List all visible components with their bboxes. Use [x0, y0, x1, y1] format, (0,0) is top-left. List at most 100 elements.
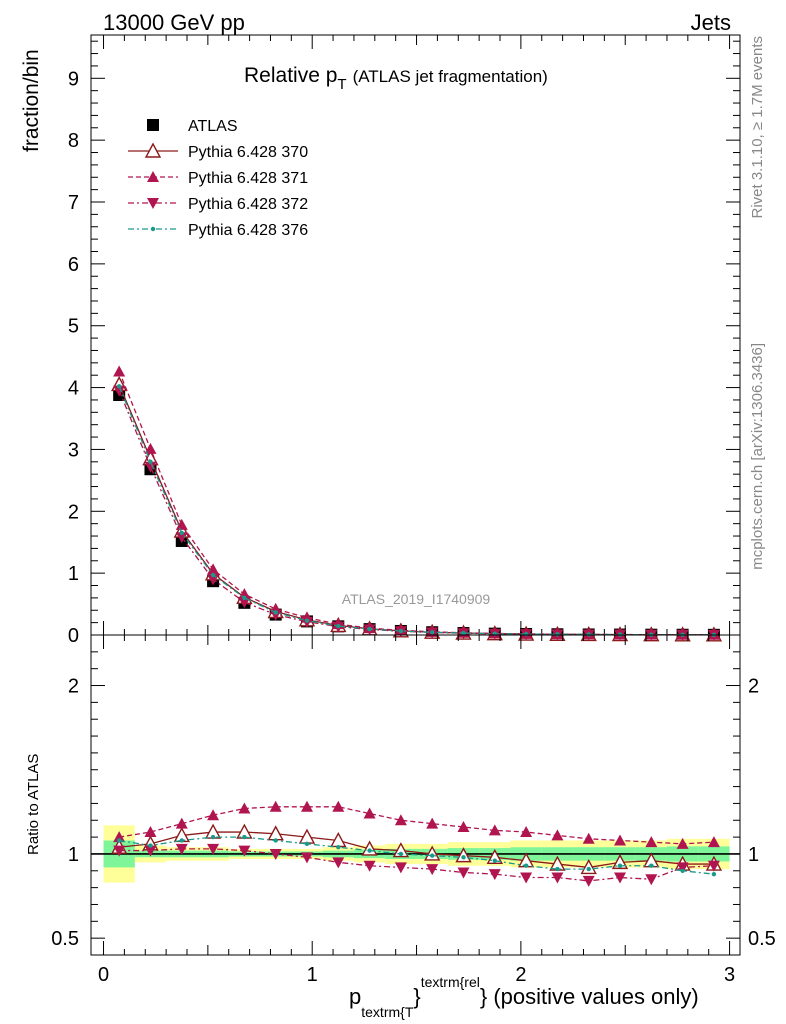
ratio-data-point [300, 852, 313, 864]
ratio-data-point [363, 807, 376, 819]
legend-item: ATLAS [147, 118, 238, 135]
ratio-frame [90, 634, 741, 956]
ratio-data-point [523, 863, 529, 868]
ratio-data-point [649, 863, 654, 868]
x-axis-label: ptextrm{T}textrm{rel} (positive values o… [349, 974, 699, 1020]
y-tick-label-5: 5 [68, 316, 79, 338]
y-tick-label-6: 6 [68, 254, 79, 276]
x-label-superscript: textrm{rel [421, 974, 480, 990]
ratio-data-point [617, 863, 623, 868]
ratio-data-point [113, 831, 126, 843]
legend-marker [147, 198, 159, 209]
ratio-data-point [457, 867, 470, 879]
data-point [175, 518, 188, 530]
legend-item: Pythia 6.428 371 [128, 170, 308, 187]
ratio-data-point [179, 838, 184, 843]
ratio-data-point [238, 802, 251, 814]
ratio-data-point [551, 829, 564, 841]
ratio-data-point [614, 834, 627, 846]
legend-item: Pythia 6.428 376 [128, 222, 308, 239]
ratio-data-point [144, 826, 157, 838]
ratio-data-point [429, 853, 435, 858]
ratio-data-point [398, 851, 404, 857]
ratio-data-point [363, 860, 376, 872]
data-point [461, 630, 466, 636]
data-point [144, 442, 157, 454]
ratio-y-tick-label-right-1: 1 [748, 844, 759, 866]
ratio-data-point [711, 871, 717, 877]
ratio-data-point [367, 848, 372, 853]
y-tick-label-8: 8 [68, 130, 79, 152]
data-point [586, 632, 591, 637]
y-tick-label-2: 2 [68, 501, 79, 523]
ratio-data-point [207, 809, 220, 821]
main-y-ticks: 0 1 2 3 4 5 6 7 8 9 [68, 40, 740, 647]
ratio-data-point [426, 817, 439, 829]
legend-item: Pythia 6.428 370 [128, 142, 308, 161]
ratio-data-point [707, 860, 720, 872]
x-label-subscript: textrm{T [361, 1004, 414, 1020]
ratio-data-point [645, 836, 658, 848]
data-point [116, 384, 122, 389]
data-point [555, 632, 560, 637]
main-title: Relative pT (ATLAS jet fragmentation) [244, 64, 548, 93]
data-point [429, 630, 435, 635]
main-title-paren: (ATLAS jet fragmentation) [353, 67, 548, 86]
ratio-panel: 0.5 0.5 1 1 2 2 0 1 2 3 Ratio to ATLAS ptextrm{T… [25, 634, 776, 1020]
x-label-main: p [349, 984, 361, 1009]
y-tick-label-3: 3 [68, 439, 79, 461]
main-panel: 0 1 2 3 4 5 6 7 8 9 Relative pT (ATLAS jet fragmen… [20, 34, 741, 647]
ratio-data-point [676, 837, 689, 849]
legend-item: Pythia 6.428 372 [128, 196, 308, 213]
ratio-data-point [582, 832, 595, 844]
data-point [304, 618, 310, 623]
ratio-series-line [119, 836, 714, 875]
ratio-y-tick-label-right-0.5: 0.5 [748, 928, 776, 950]
ratio-x-ticks: 0 1 2 3 [98, 635, 735, 986]
legend-marker [144, 142, 162, 158]
data-point [242, 595, 247, 601]
ratio-series-pythia-6.428-372 [113, 843, 720, 887]
ratio-data-point [551, 872, 564, 884]
mcplots-label: mcplots.cern.ch [arXiv:1306.3436] [749, 343, 766, 570]
ratio-data-point [555, 866, 560, 872]
data-point [367, 626, 372, 632]
ratio-y-tick-label-0.5: 0.5 [51, 928, 79, 950]
ratio-data-point [614, 872, 627, 884]
ratio-data-point [676, 862, 689, 874]
ratio-y-tick-label-1: 1 [68, 844, 79, 866]
ratio-data-point [426, 864, 439, 876]
ratio-data-point [645, 874, 658, 886]
main-title-text: Relative p [244, 64, 337, 87]
data-point [144, 461, 157, 473]
legend-label: ATLAS [188, 118, 238, 135]
ratio-data-point [175, 817, 188, 829]
ratio-data-point [116, 838, 122, 843]
legend-label: Pythia 6.428 371 [188, 170, 308, 187]
data-point [210, 572, 216, 578]
legend-marker [147, 171, 159, 182]
ratio-band-group [91, 825, 740, 883]
ratio-data-point [457, 821, 470, 832]
ratio-data-point [269, 848, 282, 860]
y-tick-label-1: 1 [68, 563, 79, 585]
ratio-data-point [394, 814, 407, 826]
ratio-y-ticks: 0.5 0.5 1 1 2 2 [51, 651, 776, 950]
legend: ATLAS Pythia 6.428 370 Pythia 6.428 371 Pyt… [128, 118, 308, 239]
energy-label: 13000 GeV pp [103, 10, 245, 35]
main-title-subscript: T [337, 76, 346, 93]
data-point [175, 532, 188, 544]
rivet-label: Rivet 3.1.10, ≥ 1.7M events [749, 36, 766, 219]
legend-marker [147, 119, 159, 131]
ratio-data-point [520, 826, 533, 838]
x-tick-label-3: 3 [724, 964, 735, 986]
ratio-data-point [304, 841, 310, 847]
data-point [273, 610, 278, 615]
main-y-label: fraction/bin [20, 49, 43, 152]
data-point [148, 459, 153, 465]
ratio-data-point [336, 845, 341, 850]
ratio-data-point [461, 855, 466, 860]
ratio-data-point [332, 800, 345, 812]
watermark: ATLAS_2019_I1740909 [342, 591, 491, 607]
